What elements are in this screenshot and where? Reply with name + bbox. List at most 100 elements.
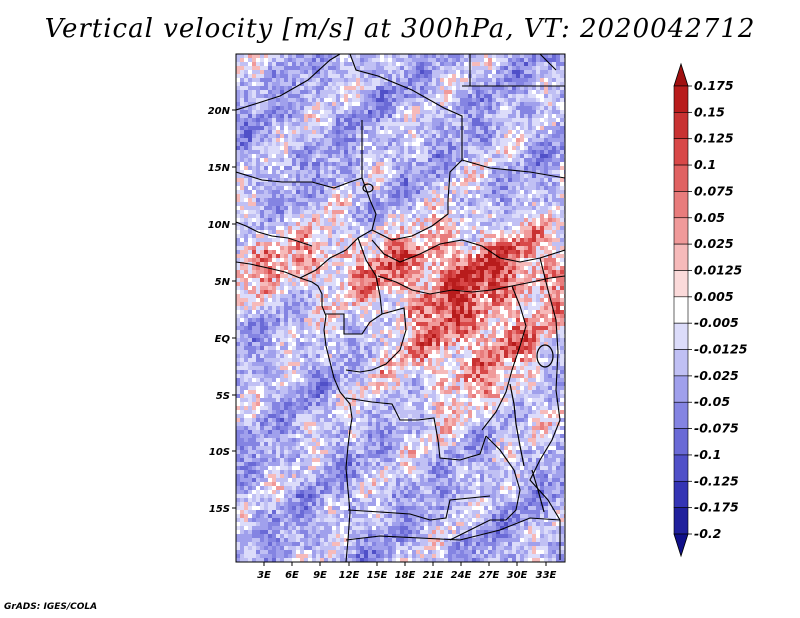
field-cell — [364, 170, 368, 174]
field-cell — [512, 126, 516, 130]
field-cell — [436, 250, 440, 254]
field-cell — [308, 94, 312, 98]
field-cell — [432, 278, 436, 282]
field-cell — [548, 146, 552, 150]
field-cell — [288, 82, 292, 86]
field-cell — [356, 238, 360, 242]
field-cell — [280, 254, 284, 258]
field-cell — [440, 138, 444, 142]
field-cell — [252, 114, 256, 118]
field-cell — [432, 210, 436, 214]
field-cell — [520, 210, 524, 214]
field-cell — [280, 270, 284, 274]
field-cell — [308, 230, 312, 234]
field-cell — [500, 78, 504, 82]
field-cell — [472, 126, 476, 130]
field-cell — [268, 54, 272, 58]
field-cell — [344, 278, 348, 282]
field-cell — [492, 274, 496, 278]
field-cell — [284, 106, 288, 110]
field-cell — [304, 190, 308, 194]
field-cell — [324, 214, 328, 218]
field-cell — [500, 254, 504, 258]
field-cell — [248, 82, 252, 86]
field-cell — [280, 78, 284, 82]
field-cell — [464, 86, 468, 90]
field-cell — [312, 186, 316, 190]
field-cell — [444, 258, 448, 262]
field-cell — [348, 78, 352, 82]
field-cell — [380, 130, 384, 134]
field-cell — [296, 90, 300, 94]
field-cell — [404, 246, 408, 250]
field-cell — [256, 82, 260, 86]
field-cell — [344, 98, 348, 102]
field-cell — [284, 218, 288, 222]
field-cell — [456, 290, 460, 294]
field-cell — [380, 150, 384, 154]
field-cell — [332, 122, 336, 126]
field-cell — [552, 110, 556, 114]
field-cell — [504, 262, 508, 266]
field-cell — [492, 202, 496, 206]
field-cell — [372, 286, 376, 290]
field-cell — [372, 146, 376, 150]
field-cell — [352, 126, 356, 130]
field-cell — [380, 242, 384, 246]
field-cell — [292, 162, 296, 166]
field-cell — [240, 66, 244, 70]
field-cell — [340, 230, 344, 234]
field-cell — [404, 218, 408, 222]
field-cell — [440, 134, 444, 138]
field-cell — [304, 182, 308, 186]
field-cell — [436, 274, 440, 278]
field-cell — [376, 114, 380, 118]
field-cell — [504, 150, 508, 154]
field-cell — [372, 202, 376, 206]
field-cell — [236, 102, 240, 106]
field-cell — [424, 130, 428, 134]
field-cell — [508, 238, 512, 242]
field-cell — [444, 90, 448, 94]
field-cell — [448, 190, 452, 194]
field-cell — [556, 154, 560, 158]
field-cell — [552, 78, 556, 82]
field-cell — [320, 262, 324, 266]
field-cell — [476, 246, 480, 250]
field-cell — [280, 178, 284, 182]
field-cell — [476, 270, 480, 274]
field-cell — [344, 118, 348, 122]
field-cell — [380, 66, 384, 70]
field-cell — [480, 186, 484, 190]
field-cell — [556, 270, 560, 274]
field-cell — [440, 150, 444, 154]
field-cell — [400, 262, 404, 266]
field-cell — [392, 134, 396, 138]
field-cell — [428, 278, 432, 282]
field-cell — [252, 222, 256, 226]
field-cell — [452, 82, 456, 86]
field-cell — [444, 282, 448, 286]
field-cell — [428, 214, 432, 218]
field-cell — [456, 234, 460, 238]
field-cell — [392, 142, 396, 146]
field-cell — [560, 270, 564, 274]
field-cell — [300, 102, 304, 106]
field-cell — [352, 290, 356, 294]
field-cell — [556, 138, 560, 142]
field-cell — [512, 258, 516, 262]
field-cell — [252, 138, 256, 142]
field-cell — [364, 242, 368, 246]
field-cell — [268, 214, 272, 218]
field-cell — [540, 222, 544, 226]
field-cell — [484, 78, 488, 82]
field-cell — [352, 182, 356, 186]
field-cell — [288, 266, 292, 270]
field-cell — [340, 270, 344, 274]
field-cell — [360, 222, 364, 226]
field-cell — [524, 146, 528, 150]
field-cell — [412, 226, 416, 230]
field-cell — [388, 234, 392, 238]
field-cell — [468, 230, 472, 234]
field-cell — [324, 78, 328, 82]
